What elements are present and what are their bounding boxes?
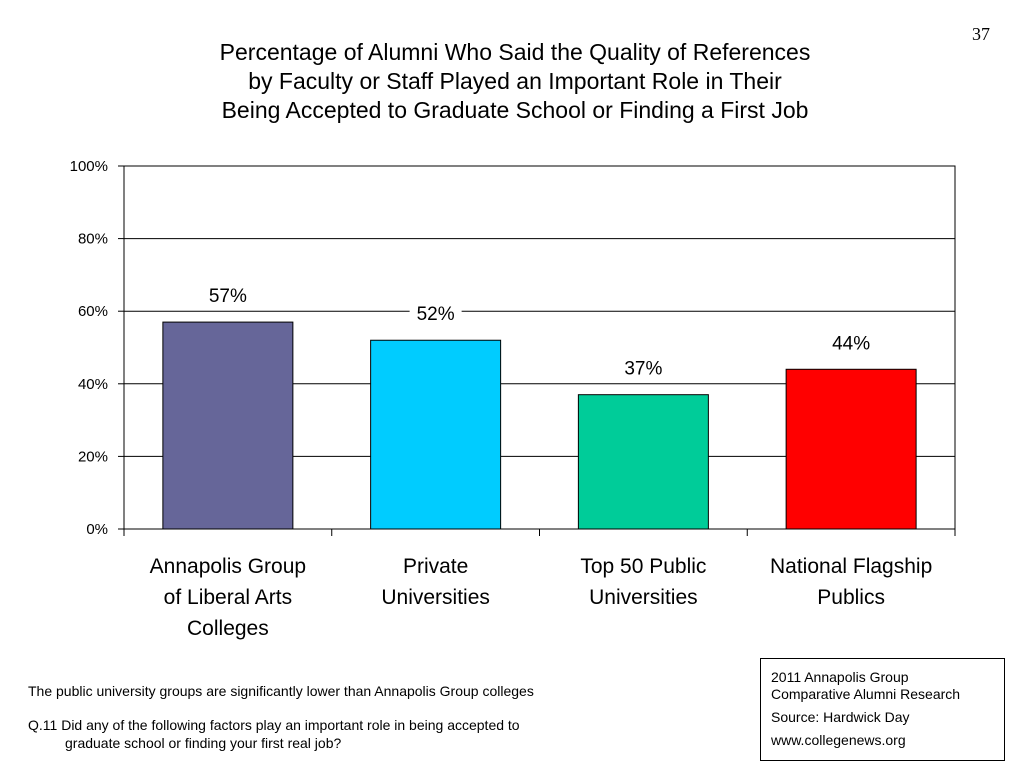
- x-category-label: Annapolis Group: [150, 555, 306, 578]
- y-tick-label: 40%: [78, 376, 108, 393]
- x-category-label: Universities: [381, 586, 490, 609]
- x-category-label: National Flagship: [770, 555, 932, 578]
- data-label: 57%: [209, 286, 247, 307]
- survey-question-line-2: graduate school or finding your first re…: [65, 735, 342, 751]
- data-label: 37%: [624, 359, 662, 380]
- data-label: 44%: [832, 333, 870, 354]
- x-category-label: Colleges: [187, 617, 269, 640]
- x-category-label: Universities: [589, 586, 698, 609]
- y-tick-label: 20%: [78, 448, 108, 465]
- data-label-background: [409, 303, 462, 326]
- source-line-2: Comparative Alumni Research: [771, 686, 961, 702]
- chart-title-line-3: Being Accepted to Graduate School or Fin…: [221, 97, 809, 123]
- bar: [162, 321, 294, 530]
- bar-chart: 0% 20% 40% 60% 80% 100% 57% Annapolis Group of L…: [70, 158, 956, 640]
- y-tick-label: 80%: [78, 231, 108, 248]
- significance-note: The public university groups are signifi…: [28, 683, 534, 699]
- x-category-label: Top 50 Public: [580, 555, 706, 578]
- chart-title-line-2: by Faculty or Staff Played an Important …: [248, 68, 782, 94]
- chart-title-line-1: Percentage of Alumni Who Said the Qualit…: [219, 39, 811, 65]
- y-tick-label: 0%: [86, 521, 108, 538]
- bar: [370, 339, 502, 530]
- source-box: 2011 Annapolis Group Comparative Alumni …: [760, 658, 1005, 761]
- x-category-label: Private: [403, 555, 468, 578]
- y-tick-label: 100%: [70, 158, 108, 175]
- data-label-background: [825, 332, 878, 355]
- y-tick-label: 60%: [78, 303, 108, 320]
- source-line-1: 2011 Annapolis Group: [771, 669, 909, 685]
- page-number: 37: [972, 24, 990, 44]
- x-category-label: Publics: [817, 586, 885, 609]
- survey-question-line-1: Q.11 Did any of the following factors pl…: [28, 717, 520, 733]
- data-label: 52%: [417, 304, 455, 325]
- bar: [577, 394, 709, 530]
- chart-title: Percentage of Alumni Who Said the Qualit…: [100, 38, 930, 125]
- source-url: www.collegenews.org: [771, 732, 906, 748]
- data-label-background: [617, 357, 670, 380]
- x-category-label: of Liberal Arts: [164, 586, 292, 609]
- data-label-background: [201, 285, 254, 308]
- source-line-3: Source: Hardwick Day: [771, 709, 910, 725]
- survey-question: Q.11 Did any of the following factors pl…: [28, 716, 728, 752]
- bar: [785, 368, 917, 530]
